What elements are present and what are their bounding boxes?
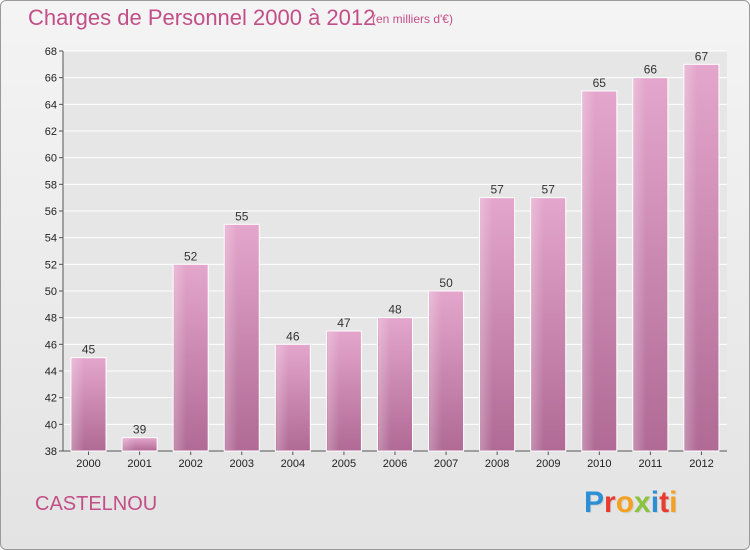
x-tick-label: 2007 <box>434 458 458 470</box>
x-tick-label: 2001 <box>127 458 151 470</box>
x-tick-label: 2012 <box>689 458 713 470</box>
y-tick-label: 38 <box>45 446 57 458</box>
y-tick-label: 50 <box>45 286 57 298</box>
x-tick-label: 2006 <box>383 458 407 470</box>
y-tick-label: 60 <box>45 153 57 165</box>
x-tick-label: 2004 <box>281 458 305 470</box>
bar-highlight <box>378 318 391 450</box>
bar-highlight <box>429 292 442 450</box>
bar-highlight <box>633 78 647 451</box>
chart-subtitle: (en milliers d'€) <box>372 12 453 26</box>
value-label: 67 <box>695 49 709 63</box>
y-tick-label: 64 <box>45 99 57 111</box>
value-label: 48 <box>388 303 402 317</box>
y-tick-label: 44 <box>45 366 57 378</box>
y-tick-label: 62 <box>45 126 57 138</box>
value-label: 50 <box>439 276 453 290</box>
bar-highlight <box>531 198 544 450</box>
x-tick-label: 2000 <box>76 458 100 470</box>
value-label: 46 <box>286 329 300 343</box>
y-tick-label: 48 <box>45 313 57 325</box>
x-tick-label: 2011 <box>639 458 663 470</box>
logo-letter: x <box>634 486 651 519</box>
proxiti-logo: Proxiti <box>584 486 677 520</box>
y-tick-label: 68 <box>45 46 57 58</box>
y-tick-label: 58 <box>45 179 57 191</box>
logo-letter: r <box>604 486 616 519</box>
y-tick-label: 56 <box>45 206 57 218</box>
x-tick-label: 2003 <box>230 458 254 470</box>
x-tick-label: 2009 <box>536 458 560 470</box>
logo-letter: t <box>659 486 670 519</box>
y-tick-label: 46 <box>45 339 57 351</box>
value-label: 52 <box>184 249 198 263</box>
logo-letter: P <box>584 486 605 519</box>
y-tick-label: 66 <box>45 73 57 85</box>
logo-letter: i <box>650 486 660 519</box>
y-tick-labels: 38 40 42 44 46 48 50 52 54 56 58 60 62 64 66 68 <box>45 46 57 458</box>
x-tick-label: 2008 <box>485 458 509 470</box>
bars <box>70 63 720 452</box>
bar-highlight <box>72 358 85 450</box>
value-label: 47 <box>337 316 351 330</box>
logo-letter: o <box>615 486 635 519</box>
y-tick-label: 54 <box>45 233 57 245</box>
chart-title: Charges de Personnel 2000 à 2012 <box>28 5 376 30</box>
value-label: 57 <box>490 183 504 197</box>
value-labels: 45 39 52 55 46 47 48 50 57 57 65 66 67 <box>82 49 709 436</box>
bar-highlight <box>327 332 340 450</box>
bar-highlight <box>582 92 596 450</box>
x-tick-label: 2005 <box>332 458 356 470</box>
y-tick-label: 40 <box>45 419 57 431</box>
y-tick-label: 42 <box>45 393 57 405</box>
value-label: 66 <box>644 63 658 77</box>
bar-highlight <box>174 265 187 450</box>
x-tick-label: 2002 <box>178 458 202 470</box>
x-tick-label: 2010 <box>587 458 611 470</box>
value-label: 45 <box>82 343 96 357</box>
value-label: 65 <box>593 76 607 90</box>
bar-highlight <box>225 225 238 450</box>
commune-name: CASTELNOU <box>35 493 158 515</box>
x-tick-labels: 2000 2001 2002 2003 2004 2005 2006 2007 2008 2009… <box>76 458 713 470</box>
bar-highlight <box>684 65 698 450</box>
bar-highlight <box>123 438 136 450</box>
value-label: 57 <box>542 183 556 197</box>
bar-highlight <box>276 345 289 450</box>
logo-letter: i <box>669 486 678 519</box>
y-tick-label: 52 <box>45 259 57 271</box>
bar-highlight <box>480 198 493 450</box>
value-label: 55 <box>235 209 249 223</box>
value-label: 39 <box>133 423 147 437</box>
